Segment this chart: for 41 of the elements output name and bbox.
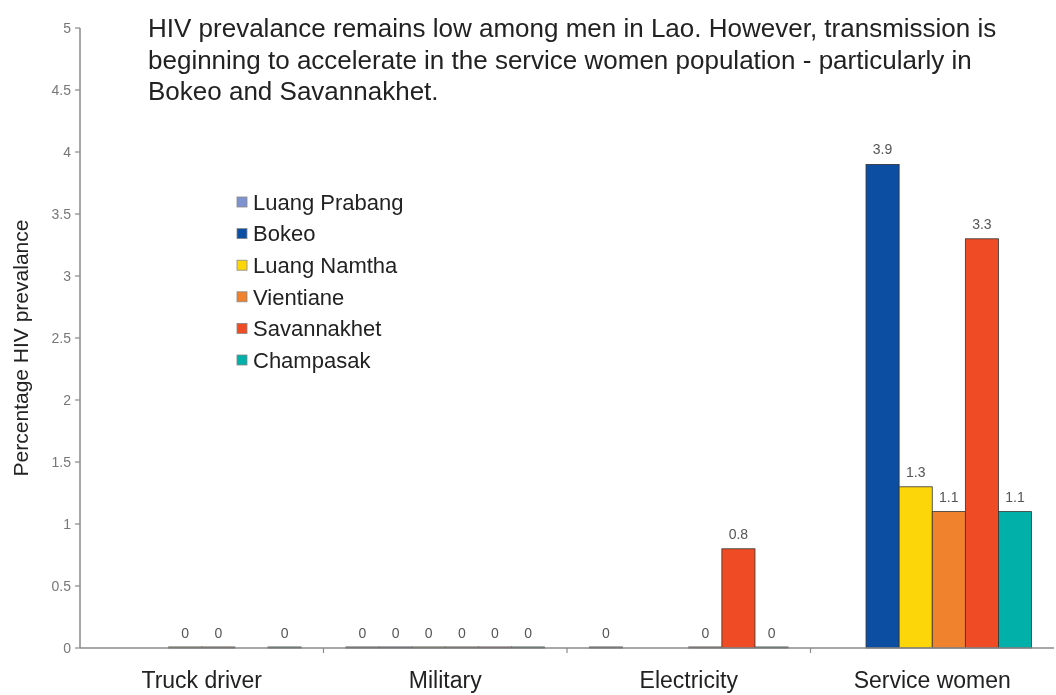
x-tick-label: Service women — [853, 667, 1011, 693]
data-label: 0 — [391, 625, 400, 641]
y-tick-label: 2 — [63, 391, 72, 408]
x-tick-label: Truck driver — [141, 667, 263, 693]
data-label: 0 — [214, 625, 223, 641]
data-label: 0 — [491, 625, 500, 641]
data-label: 0 — [358, 625, 367, 641]
data-label: 0 — [602, 625, 611, 641]
data-label: 0.8 — [728, 525, 749, 542]
y-tick-label: 5 — [63, 19, 72, 36]
data-label: 0 — [457, 625, 466, 641]
x-tick-label: Electricity — [639, 667, 739, 693]
legend-label: Luang Prabang — [253, 189, 404, 215]
y-tick-label: 3 — [63, 267, 72, 284]
legend-label: Vientiane — [253, 284, 345, 310]
data-label: 0 — [280, 625, 289, 641]
data-label: 1.1 — [1005, 488, 1025, 505]
data-label: 0 — [424, 625, 433, 641]
data-label: 0 — [767, 625, 776, 641]
y-tick-label: 3.5 — [51, 205, 72, 222]
legend-label: Bokeo — [253, 221, 316, 247]
y-tick-label: 4 — [63, 143, 72, 160]
data-label: 1.1 — [939, 488, 959, 505]
data-label: 0 — [181, 625, 190, 641]
data-label: 0 — [524, 625, 533, 641]
data-label: 3.9 — [872, 141, 893, 158]
y-tick-label: 0 — [63, 639, 72, 656]
y-tick-label: 1.5 — [51, 453, 72, 470]
data-label: 0 — [701, 625, 710, 641]
data-label: 1.3 — [905, 463, 926, 480]
y-tick-label: 1 — [63, 515, 72, 532]
x-tick-label: Military — [408, 667, 483, 693]
y-tick-label: 4.5 — [51, 81, 72, 98]
legend-label: Luang Namtha — [253, 252, 399, 278]
legend-label: Champasak — [253, 347, 372, 373]
y-axis-title: Percentage HIV prevalance — [9, 219, 32, 477]
y-tick-label: 0.5 — [51, 577, 72, 594]
text: HIV prevalance remains low among men in Lao. However, transmission is beginning to accelerate in the service women population - particularly in Bokeo and Savannakhet. — [148, 13, 997, 106]
legend-label: Savannakhet — [253, 316, 382, 342]
y-tick-label: 2.5 — [51, 329, 72, 346]
data-label: 3.3 — [972, 215, 992, 232]
